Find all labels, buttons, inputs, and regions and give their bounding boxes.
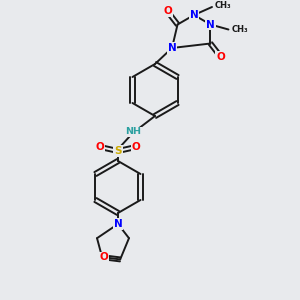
Text: NH: NH [125, 128, 141, 136]
Text: CH₃: CH₃ [232, 25, 248, 34]
Text: O: O [216, 52, 225, 61]
Text: N: N [168, 43, 176, 53]
Text: O: O [100, 252, 109, 262]
Text: O: O [163, 7, 172, 16]
Text: O: O [96, 142, 104, 152]
Text: N: N [190, 10, 198, 20]
Text: O: O [132, 142, 140, 152]
Text: S: S [114, 146, 122, 156]
Text: N: N [114, 219, 122, 229]
Text: N: N [206, 20, 215, 29]
Text: CH₃: CH₃ [215, 2, 232, 10]
